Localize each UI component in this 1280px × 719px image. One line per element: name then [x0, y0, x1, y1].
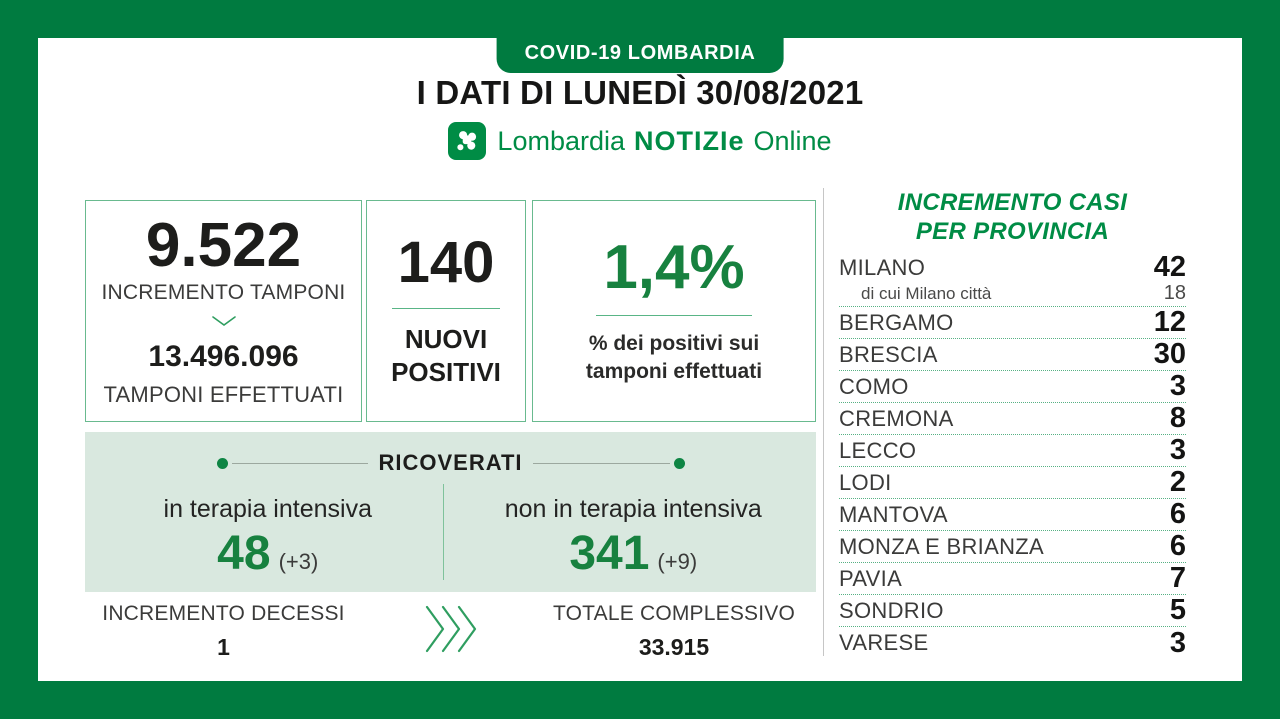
logo-word-online: Online	[753, 125, 832, 156]
tamponi-effettuati-value: 13.496.096	[148, 339, 299, 373]
totale-complessivo-value: 33.915	[638, 634, 710, 660]
province-panel: INCREMENTO CASI PER PROVINCIA MILANO 42 …	[839, 188, 1186, 659]
terapia-intensiva-label: in terapia intensiva	[163, 494, 372, 523]
province-row-sondrio: SONDRIO 5	[839, 594, 1186, 627]
province-subrow-milano-citta: di cui Milano città 18	[839, 281, 1186, 307]
incremento-tamponi-label: INCREMENTO TAMPONI	[101, 280, 346, 304]
incremento-decessi-value: 1	[217, 634, 230, 660]
nuovi-positivi-card: 140 NUOVI POSITIVI	[366, 200, 526, 422]
panel-separator	[823, 188, 824, 656]
logo-wordmark: Lombardia NOTIZIe Online	[497, 126, 831, 157]
percentuale-card: 1,4% % dei positivi sui tamponi effettua…	[532, 200, 816, 422]
terapia-intensiva-block: in terapia intensiva 48 (+3)	[85, 480, 451, 592]
totale-complessivo-label: TOTALE COMPLESSIVO	[552, 602, 796, 625]
infographic-canvas: COVID-19 LOMBARDIA I DATI DI LUNEDÌ 30/0…	[38, 38, 1242, 681]
rosa-camuna-icon	[448, 122, 487, 160]
ricoverati-title: RICOVERATI	[378, 450, 523, 475]
logo-word-notizie: NOTIZIe	[634, 125, 745, 156]
province-row-lodi: LODI 2	[839, 466, 1186, 499]
nuovi-positivi-value: 140	[397, 230, 495, 295]
province-row-cremona: CREMONA 8	[839, 402, 1186, 435]
nuovi-positivi-label: NUOVI POSITIVI	[391, 324, 501, 387]
non-terapia-intensiva-label: non in terapia intensiva	[504, 494, 762, 523]
vertical-divider	[443, 484, 444, 580]
tamponi-card: 9.522 INCREMENTO TAMPONI 13.496.096 TAMP…	[85, 200, 362, 422]
incremento-decessi-label: INCREMENTO DECESSI	[102, 602, 345, 625]
line	[532, 462, 670, 464]
province-title-line2: PER PROVINCIA	[915, 218, 1110, 245]
non-terapia-intensiva-block: non in terapia intensiva 341 (+9)	[451, 480, 817, 592]
province-row-mantova: MANTOVA 6	[839, 498, 1186, 531]
banner-tab: COVID-19 LOMBARDIA	[496, 38, 784, 73]
province-row-pavia: PAVIA 7	[839, 562, 1186, 595]
province-panel-title: INCREMENTO CASI PER PROVINCIA	[839, 188, 1186, 246]
percentuale-value: 1,4%	[603, 233, 745, 303]
divider	[392, 308, 500, 309]
dot-icon	[673, 457, 685, 469]
percentuale-label: % dei positivi sui tamponi effettuati	[585, 332, 763, 383]
tamponi-effettuati-label: TAMPONI EFFETTUATI	[103, 381, 344, 407]
province-row-bergamo: BERGAMO 12	[839, 306, 1186, 339]
incremento-decessi-block: INCREMENTO DECESSI 1	[85, 602, 362, 661]
incremento-tamponi-value: 9.522	[145, 210, 302, 280]
non-terapia-intensiva-delta: (+9)	[657, 548, 698, 574]
chevron-down-icon	[211, 314, 237, 332]
ricoverati-section: RICOVERATI in terapia intensiva 48 (+3) …	[85, 432, 816, 592]
province-row-varese: VARESE 3	[839, 626, 1186, 659]
province-row-monza-e-brianza: MONZA E BRIANZA 6	[839, 530, 1186, 563]
terapia-intensiva-delta: (+3)	[278, 548, 319, 574]
totale-complessivo-block: TOTALE COMPLESSIVO 33.915	[532, 602, 816, 661]
triple-chevron-right-icon	[424, 604, 482, 659]
page-title: I DATI DI LUNEDÌ 30/08/2021	[416, 74, 864, 111]
line	[231, 462, 369, 464]
logo-word-lombardia: Lombardia	[497, 125, 625, 156]
province-row-como: COMO 3	[839, 370, 1186, 403]
ricoverati-header: RICOVERATI	[216, 450, 685, 476]
dot-icon	[216, 457, 228, 469]
divider	[596, 315, 752, 317]
province-row-lecco: LECCO 3	[839, 434, 1186, 467]
terapia-intensiva-value: 48	[217, 526, 271, 580]
non-terapia-intensiva-value: 341	[569, 526, 650, 580]
province-row-brescia: BRESCIA 30	[839, 338, 1186, 371]
province-title-line1: INCREMENTO CASI	[897, 189, 1128, 216]
province-row-milano: MILANO 42	[839, 251, 1186, 283]
banner-label: COVID-19 LOMBARDIA	[524, 42, 756, 64]
logo: Lombardia NOTIZIe Online	[38, 122, 1242, 160]
